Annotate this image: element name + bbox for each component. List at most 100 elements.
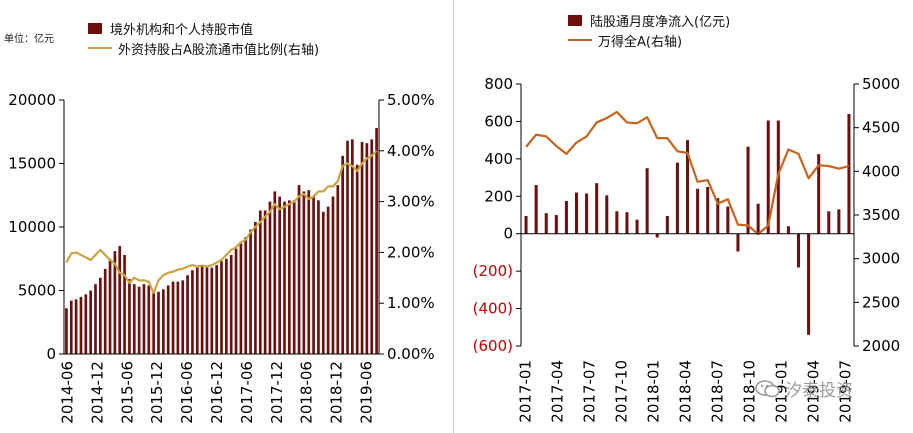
- right-bar: [534, 185, 538, 234]
- left-bar: [176, 281, 180, 354]
- left-bar: [302, 191, 306, 354]
- right-bar: [645, 168, 649, 234]
- left-bar: [234, 248, 238, 354]
- right-line-series: [525, 110, 850, 236]
- right-x-tick-label: 2018-10: [741, 360, 759, 423]
- left-bar: [181, 280, 185, 354]
- right-bar: [625, 212, 629, 234]
- right-x-tick-label: 2017-01: [517, 360, 535, 423]
- right-bar: [786, 226, 790, 234]
- left-bar: [283, 201, 286, 354]
- left-bar: [346, 140, 349, 354]
- right-bar: [524, 215, 528, 234]
- left-legend-line-label: 外资持股占A股流通市值比例(右轴): [118, 42, 320, 58]
- left-bar: [351, 139, 354, 354]
- left-bar: [99, 277, 102, 354]
- wechat-icon: [755, 379, 780, 397]
- left-bar: [326, 206, 330, 354]
- left-bar: [79, 296, 83, 354]
- left-bar: [220, 261, 223, 354]
- right-bar: [827, 211, 831, 234]
- left-y-right-tick-label: 4.00%: [387, 142, 435, 160]
- right-bar: [756, 203, 760, 234]
- left-y-right-tick-label: 1.00%: [387, 294, 435, 312]
- left-bar: [229, 254, 233, 354]
- right-bar: [675, 162, 679, 234]
- left-bar: [137, 286, 141, 354]
- left-bar: [205, 266, 209, 354]
- right-legend-bar-swatch: [568, 14, 582, 26]
- left-x-tick-label: 2017-06: [238, 361, 256, 424]
- right-legend: 陆股通月度净流入(亿元) 万得全A(右轴): [568, 10, 730, 50]
- left-y-right-tick-label: 0.00%: [387, 345, 435, 363]
- left-legend-line-swatch: [88, 47, 112, 49]
- left-y-left-tick-label: 15000: [8, 155, 56, 173]
- left-x-tick-label: 2018-06: [298, 361, 316, 424]
- left-bar: [317, 200, 320, 354]
- right-bar: [595, 183, 599, 234]
- right-legend-bar-item: 陆股通月度净流入(亿元): [568, 10, 730, 30]
- left-bar: [65, 308, 68, 354]
- right-bar: [716, 198, 720, 234]
- left-legend: 境外机构和个人持股市值 外资持股占A股流通市值比例(右轴): [88, 18, 319, 58]
- left-bar: [331, 196, 335, 354]
- left-legend-bar-item: 境外机构和个人持股市值: [88, 18, 319, 38]
- left-y-left-tick-label: 10000: [8, 218, 56, 236]
- left-x-tick-label: 2015-12: [148, 361, 166, 424]
- right-bar: [585, 193, 589, 234]
- left-bar: [74, 299, 78, 354]
- right-legend-bar-label: 陆股通月度净流入(亿元): [590, 14, 731, 30]
- right-bar: [574, 192, 579, 234]
- left-y-left-tick-label: 0: [46, 345, 56, 363]
- left-bar: [355, 164, 359, 354]
- left-y-right-tick-label: 3.00%: [387, 193, 435, 211]
- left-bar: [297, 185, 301, 354]
- left-x-tick-label: 2014-12: [88, 361, 106, 424]
- left-x-tick-label: 2015-06: [118, 361, 136, 424]
- left-bar: [147, 285, 151, 354]
- watermark-text: 汐泰投资: [785, 381, 853, 401]
- left-x-tick-label: 2016-12: [208, 361, 226, 424]
- right-bar: [817, 154, 821, 234]
- right-y-right-tick-label: 3000: [862, 250, 900, 268]
- left-legend-line-item: 外资持股占A股流通市值比例(右轴): [88, 38, 319, 58]
- left-bar: [157, 291, 160, 354]
- right-x-tick-label: 2018-07: [709, 360, 727, 423]
- left-bar: [268, 201, 272, 354]
- left-bar: [69, 300, 73, 354]
- left-x-tick-label: 2018-12: [328, 361, 346, 424]
- left-bar: [152, 290, 155, 354]
- left-y-left-tick-label: 5000: [18, 282, 56, 300]
- left-bar: [162, 289, 165, 354]
- right-bar: [615, 211, 619, 234]
- left-bar: [239, 243, 243, 354]
- right-y-left-tick-label: 400: [484, 150, 513, 168]
- right-bar: [746, 146, 750, 234]
- left-y-right-tick-label: 5.00%: [387, 91, 435, 109]
- right-y-right-tick-label: 2500: [862, 293, 900, 311]
- right-y-left-tick-label: 0: [503, 225, 513, 243]
- panel-divider: [453, 0, 454, 433]
- left-bar: [292, 200, 296, 354]
- right-bar: [544, 213, 548, 234]
- left-bar: [336, 185, 340, 354]
- left-bar: [84, 294, 88, 354]
- left-bar: [108, 258, 112, 354]
- left-bar: [288, 200, 291, 354]
- left-bar: [89, 290, 92, 354]
- right-bar: [554, 215, 558, 234]
- left-bar: [312, 196, 315, 354]
- right-bar: [736, 233, 740, 252]
- right-bar: [696, 188, 700, 234]
- left-bar: [113, 251, 117, 354]
- unit-label: 单位：亿元: [4, 34, 54, 45]
- right-y-right-tick-label: 3500: [862, 206, 900, 224]
- left-bar: [321, 211, 325, 354]
- left-bar: [191, 270, 194, 354]
- left-bar: [244, 237, 248, 354]
- left-bar: [375, 127, 378, 354]
- left-bar: [365, 143, 369, 354]
- right-legend-line-item: 万得全A(右轴): [568, 30, 730, 50]
- left-bar: [341, 155, 344, 354]
